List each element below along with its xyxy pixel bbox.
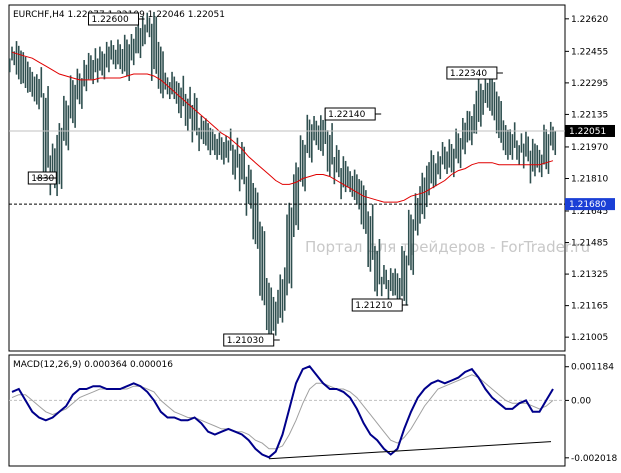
macd-line: [11, 365, 554, 459]
price-tick-label: 1.21005: [571, 333, 608, 343]
price-tick-label: 1.22455: [571, 47, 608, 57]
annotation-label: 1.22600: [91, 15, 128, 25]
watermark: Портал для трейдеров - ForTrader.ru: [305, 238, 590, 256]
macd-series: [9, 365, 565, 460]
price-tick-label: 1.21485: [571, 239, 608, 249]
current-price-label: 1.22051: [569, 127, 606, 137]
macd-tick-label: -0.002018: [571, 454, 617, 464]
annotation-label: 1830: [31, 174, 54, 184]
annotation-label: 1.21030: [227, 336, 264, 346]
price-tick-label: 1.22620: [571, 15, 608, 25]
support-level-marker: [565, 198, 615, 211]
price-annotations: 1.22600 1.22140 1.22340 1830 1.21210 1.21030: [27, 12, 503, 347]
price-tick-label: 1.21325: [571, 270, 608, 280]
price-tick-label: 1.21970: [571, 143, 608, 153]
annotation-label: 1.22140: [328, 110, 365, 120]
level-lines: 1.22051 1.21680: [9, 124, 615, 211]
macd-tick-label: 0.00: [571, 396, 591, 406]
price-tick-label: 1.22135: [571, 110, 608, 120]
macd-trendline: [268, 441, 552, 460]
annotation-label: 1.21210: [355, 301, 392, 311]
support-level-label: 1.21680: [569, 200, 606, 210]
price-series: [8, 11, 557, 340]
price-tick-label: 1.21645: [571, 207, 608, 217]
price-tick-label: 1.22295: [571, 79, 608, 89]
macd-axis: 0.001184 0.00 -0.002018: [565, 363, 617, 464]
macd-signal-line: [11, 374, 554, 450]
price-axis: 1.22620 1.22455 1.22295 1.22135 1.21970 1.218…: [565, 15, 608, 343]
annotation-label: 1.22340: [450, 69, 487, 79]
price-tick-label: 1.21810: [571, 174, 608, 184]
price-tick-label: 1.21165: [571, 302, 608, 312]
macd-panel-frame: [8, 354, 566, 467]
moving-average-line: [11, 51, 554, 203]
current-price-marker: [565, 124, 615, 137]
macd-title: MACD(12,26,9) 0.000364 0.000016: [13, 360, 173, 370]
macd-tick-label: 0.001184: [571, 363, 614, 373]
